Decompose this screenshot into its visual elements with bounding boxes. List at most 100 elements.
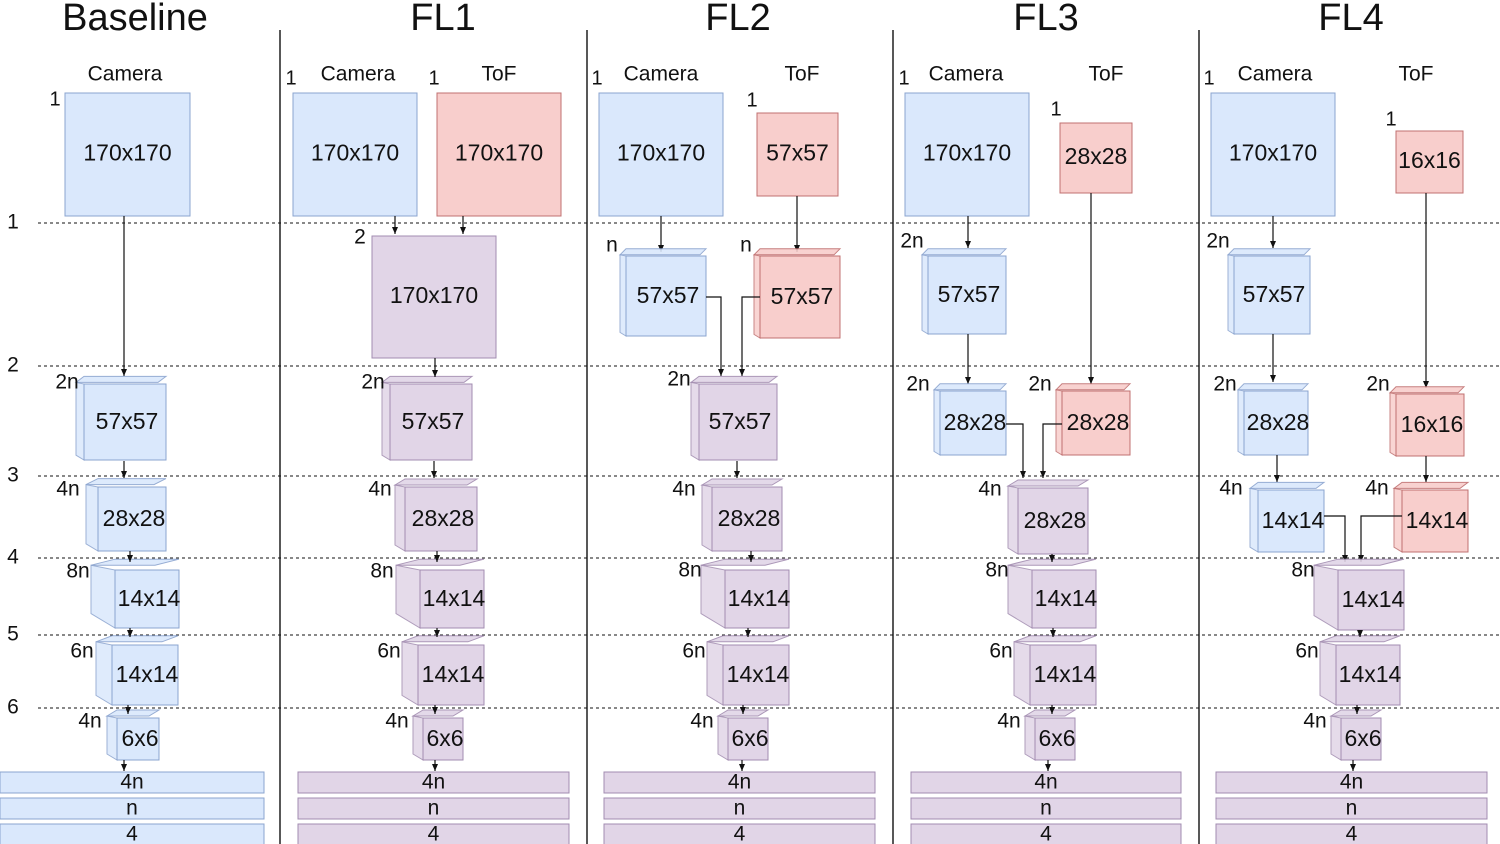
- dense-layer-label-3-2: 4: [1040, 823, 1052, 844]
- baseline-layer-1-front-face: [97, 486, 167, 552]
- fl1-fused-layer-5-size-label: 6x6: [426, 725, 463, 751]
- fl3-fused-channels-1: 8n: [985, 559, 1008, 582]
- row-number-3: 3: [7, 464, 19, 487]
- baseline-layer-channels-4: 4n: [78, 710, 101, 733]
- fl3-camera-layer-0-front-face: [927, 255, 1007, 335]
- fl2-fused-layer-1-top-face: [700, 478, 784, 486]
- dense-layer-bar-0-2: [0, 823, 265, 844]
- dense-layer-bar-2-0: [603, 771, 876, 794]
- fl2-camera-label: Camera: [624, 63, 699, 86]
- fl2-camera-input-rect: [598, 92, 724, 217]
- fl1-fused-layer-4-size-label: 14x14: [422, 661, 485, 687]
- fl2-fused-layer-2: 14x14: [700, 558, 791, 629]
- fl1-camera-input: 170x170: [292, 92, 418, 217]
- baseline-layer-4-side-face: [106, 715, 118, 761]
- dense-layer-label-3-1: n: [1040, 797, 1052, 820]
- column-title-3: FL3: [1013, 0, 1078, 39]
- fl1-fused-layer-2: 28x28: [393, 478, 479, 552]
- fl2-fused-layer-1-size-label: 28x28: [718, 505, 781, 531]
- fl2-camera-layer-0-top-face: [618, 248, 708, 256]
- fl4-merge-arrow-tof: [1358, 515, 1402, 562]
- baseline-layer-channels-1: 4n: [56, 478, 79, 501]
- baseline-layer-3-side-face: [95, 641, 113, 706]
- baseline-camera-input-size-label: 170x170: [83, 140, 171, 166]
- baseline-layer-1-top-face: [85, 478, 167, 486]
- fl1-fused-layer-0-rect: [371, 235, 497, 359]
- fl3-fused-layer-3-side-face: [1024, 715, 1036, 761]
- fl3-fused-layer-2: 14x14: [1013, 635, 1097, 706]
- column-title-0: Baseline: [62, 0, 208, 39]
- fl2-fused-layer-2-size-label: 14x14: [728, 585, 791, 611]
- baseline-layer-3-front-face: [111, 644, 179, 706]
- baseline-layer-0: 57x57: [74, 375, 168, 461]
- fl4-tof-layer-1: 14x14: [1392, 481, 1470, 553]
- baseline-layer-3-size-label: 14x14: [116, 661, 179, 687]
- dense-layer-label-4-2: 4: [1346, 823, 1358, 844]
- column-title-1: FL1: [410, 0, 475, 39]
- fl3-camera-layer-1: 28x28: [932, 383, 1008, 456]
- fl2-tof-input-size-label: 57x57: [766, 140, 829, 166]
- baseline-camera-input: 170x170: [64, 92, 191, 217]
- column-title-4: FL4: [1318, 0, 1383, 39]
- fl4-camera-layer-1: 28x28: [1236, 383, 1309, 456]
- fl2-fused-layer-1-front-face: [711, 486, 783, 552]
- fl2-merge-arrow-tof: [739, 296, 760, 376]
- fl4-camera-layer-2-top-face: [1248, 481, 1326, 489]
- fl1-camera-input-size-label: 170x170: [311, 140, 399, 166]
- fl1-fused-layer-1-front-face: [389, 383, 473, 461]
- baseline-layer-0-top-face: [74, 375, 168, 383]
- fl4-tof-layer-0-front-face: [1395, 393, 1465, 457]
- fl4-camera-channels: 1: [1203, 67, 1214, 89]
- fl4-fused-layer-0-size-label: 14x14: [1342, 586, 1405, 612]
- fl3-fused-layer-3: 6x6: [1023, 709, 1077, 761]
- fl3-tof-input: 28x28: [1059, 122, 1133, 194]
- fl2-fused-layer-2-side-face: [700, 564, 726, 629]
- baseline-camera-channels: 1: [49, 88, 60, 110]
- fl2-tof-channels: 1: [746, 89, 757, 111]
- baseline-layer-1: 28x28: [85, 478, 167, 552]
- fl4-fused-layer-1-size-label: 14x14: [1339, 661, 1402, 687]
- fl1-fused-layer-3: 14x14: [395, 558, 486, 629]
- fl4-tof-layer-1-size-label: 14x14: [1406, 507, 1469, 533]
- fl4-camera-layer-2: 14x14: [1248, 481, 1326, 553]
- fl1-camera-input-rect: [292, 92, 418, 217]
- fl3-merge-arrow-tof: [1040, 423, 1062, 478]
- fl3-tof-layer-channels-0: 2n: [1028, 373, 1051, 396]
- baseline-layer-2-top-face: [90, 558, 180, 566]
- baseline-layer-0-front-face: [83, 383, 167, 461]
- fl1-fused-layer-0-size-label: 170x170: [390, 282, 478, 308]
- fl1-fused-layer-3-top-face: [395, 558, 485, 566]
- fl2-fused-layer-0-size-label: 57x57: [709, 408, 772, 434]
- fl4-fused-layer-1-side-face: [1319, 641, 1337, 706]
- baseline-layer-channels-2: 8n: [66, 560, 89, 583]
- fl3-camera-layer-0: 57x57: [920, 248, 1008, 335]
- fl1-camera-channels: 1: [285, 67, 296, 89]
- fl4-fused-layer-0: 14x14: [1313, 558, 1405, 631]
- dense-layer-label-2-0: 4n: [728, 771, 751, 794]
- fl2-tof-layer-channels-0: n: [740, 234, 752, 257]
- fl4-tof-label: ToF: [1398, 63, 1433, 86]
- fl4-tof-layer-channels-0: 2n: [1366, 373, 1389, 396]
- fl1-fused-channels-4: 6n: [377, 640, 400, 663]
- baseline-layer-4-top-face: [105, 709, 161, 717]
- fl3-fused-layer-3-top-face: [1023, 709, 1077, 717]
- fl4-tof-layer-1-side-face: [1393, 487, 1403, 553]
- fl1-fused-layer-1: 57x57: [380, 375, 474, 461]
- fl4-tof-input-size-label: 16x16: [1398, 147, 1461, 173]
- fl4-camera-layer-1-side-face: [1237, 389, 1245, 456]
- row-number-5: 5: [7, 623, 19, 646]
- fl4-camera-layer-2-size-label: 14x14: [1262, 507, 1325, 533]
- fl2-camera-layer-0-side-face: [619, 254, 627, 337]
- dense-layer-bar-3-0: [910, 771, 1182, 794]
- fl2-tof-layer-0-size-label: 57x57: [771, 283, 834, 309]
- fl4-tof-channels: 1: [1385, 108, 1396, 130]
- fl3-camera-layer-0-size-label: 57x57: [938, 281, 1001, 307]
- dense-layer-label-1-1: n: [428, 797, 440, 820]
- fl2-fused-channels-1: 4n: [672, 478, 695, 501]
- baseline-layer-4-size-label: 6x6: [121, 725, 158, 751]
- fl1-fused-layer-3-side-face: [395, 564, 421, 629]
- baseline-layer-channels-3: 6n: [70, 640, 93, 663]
- fl1-fused-layer-2-front-face: [404, 486, 478, 552]
- row-number-4: 4: [7, 546, 19, 569]
- fl3-fused-channels-0: 4n: [978, 478, 1001, 501]
